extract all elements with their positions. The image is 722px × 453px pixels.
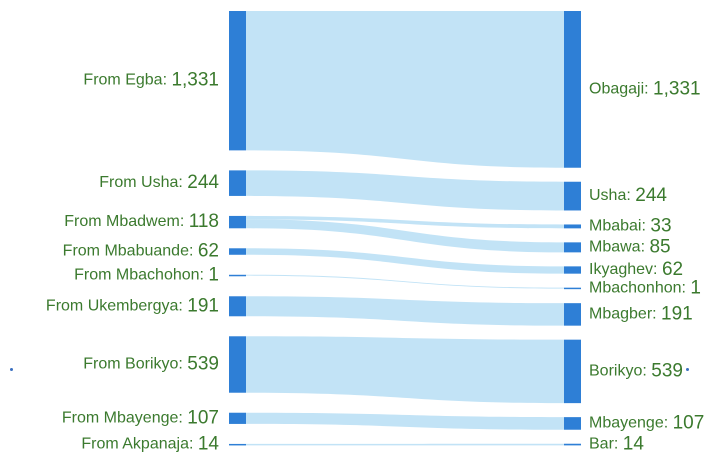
source-label-3: From Mbabuande: 62 [63,241,219,262]
target-label-value-4: 62 [662,259,683,280]
target-label-value-3: 85 [649,236,670,257]
source-node-4 [229,274,246,277]
links-layer [246,11,564,446]
target-label-name-0: Obagaji: [589,81,653,98]
link-7 [246,336,564,404]
link-3 [246,219,564,253]
target-label-9: Bar: 14 [589,434,644,453]
stray-dot-right [686,368,689,371]
source-node-7 [229,412,246,424]
source-node-2 [229,215,246,229]
source-label-value-1: 244 [187,172,219,193]
link-1 [246,170,564,211]
target-label-value-9: 14 [623,434,645,453]
source-label-5: From Ukembergya: 191 [46,295,219,316]
source-label-0: From Egba: 1,331 [83,70,219,91]
target-label-name-9: Bar: [589,436,623,453]
target-label-name-4: Ikyaghev: [589,261,662,278]
link-2 [246,215,564,229]
target-label-name-5: Mbachonhon: [589,280,690,297]
target-label-0: Obagaji: 1,331 [589,78,701,99]
source-label-6: From Borikyo: 539 [83,354,219,375]
source-label-value-6: 539 [187,354,219,375]
source-label-7: From Mbayenge: 107 [62,407,219,428]
target-node-7 [564,339,581,404]
source-node-8 [229,443,246,446]
link-5 [246,274,564,289]
source-label-name-2: From Mbadwem: [64,213,188,230]
target-node-5 [564,287,581,290]
target-label-value-6: 191 [661,303,693,324]
source-node-0 [229,11,246,151]
target-label-3: Mbawa: 85 [589,236,671,257]
source-label-value-0: 1,331 [171,70,219,91]
source-label-value-4: 1 [208,265,219,286]
target-label-8: Mbayenge: 107 [589,412,704,433]
target-label-value-8: 107 [673,412,705,433]
target-node-0 [564,11,581,168]
source-node-6 [229,336,246,393]
link-0 [246,11,564,168]
source-label-name-3: From Mbabuande: [63,243,198,260]
target-node-4 [564,266,581,274]
target-label-7: Borikyo: 539 [589,360,683,381]
target-label-name-3: Mbawa: [589,239,649,256]
source-label-value-2: 118 [189,211,219,232]
target-label-4: Ikyaghev: 62 [589,259,683,280]
nodes-layer [229,11,581,446]
source-label-name-0: From Egba: [83,72,171,89]
source-label-8: From Akpanaja: 14 [81,434,219,453]
source-label-value-5: 191 [187,295,219,316]
source-node-5 [229,296,246,317]
target-label-6: Mbagber: 191 [589,303,693,324]
target-node-1 [564,181,581,211]
link-4 [246,248,564,274]
source-label-name-4: From Mbachohon: [74,267,208,284]
target-label-value-5: 1 [690,277,701,298]
source-label-value-3: 62 [198,241,219,262]
target-label-5: Mbachonhon: 1 [589,277,701,298]
source-label-4: From Mbachohon: 1 [74,265,219,286]
link-8 [246,412,564,430]
source-label-value-8: 14 [198,434,220,453]
target-label-name-7: Borikyo: [589,363,651,380]
source-label-1: From Usha: 244 [99,172,219,193]
target-node-3 [564,242,581,253]
source-label-2: From Mbadwem: 118 [64,211,219,232]
link-6 [246,296,564,326]
target-label-name-1: Usha: [589,187,635,204]
target-label-value-7: 539 [651,360,683,381]
source-label-name-7: From Mbayenge: [62,410,187,427]
source-label-value-7: 107 [187,407,219,428]
labels-layer: From Egba: 1,331 From Usha: 244 From Mbadw… [46,70,704,453]
target-label-name-2: Mbabai: [589,218,650,235]
target-node-8 [564,417,581,430]
target-node-6 [564,303,581,326]
target-label-value-2: 33 [650,215,671,236]
source-node-1 [229,170,246,196]
stray-dot-left [10,368,13,371]
target-label-2: Mbabai: 33 [589,215,672,236]
source-node-3 [229,248,246,255]
target-label-name-6: Mbagber: [589,306,661,323]
source-label-name-1: From Usha: [99,174,187,191]
source-label-name-5: From Ukembergya: [46,297,187,314]
target-node-9 [564,443,581,446]
source-label-name-8: From Akpanaja: [81,436,198,453]
target-node-2 [564,224,581,229]
target-label-name-8: Mbayenge: [589,415,673,432]
target-label-value-1: 244 [635,185,667,206]
source-label-name-6: From Borikyo: [83,356,187,373]
target-label-1: Usha: 244 [589,185,667,206]
target-label-value-0: 1,331 [653,78,701,99]
link-9 [246,443,564,446]
